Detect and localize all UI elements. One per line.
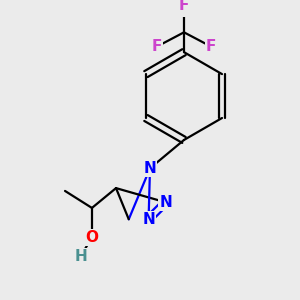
Text: F: F bbox=[206, 39, 216, 54]
Text: N: N bbox=[159, 195, 172, 210]
Text: F: F bbox=[152, 39, 162, 54]
Text: O: O bbox=[85, 230, 98, 245]
Text: N: N bbox=[144, 161, 156, 176]
Text: F: F bbox=[179, 0, 189, 13]
Text: H: H bbox=[74, 249, 87, 264]
Text: N: N bbox=[142, 212, 155, 227]
